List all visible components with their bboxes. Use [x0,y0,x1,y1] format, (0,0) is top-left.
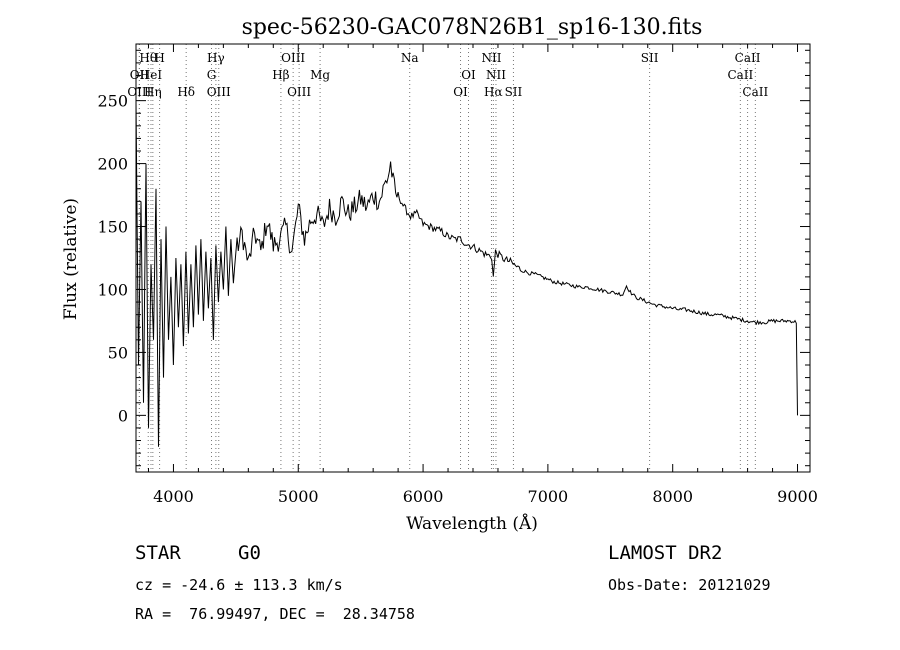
line-label: OI [453,85,468,99]
spectral-line-markers [138,44,756,472]
line-label: Hδ [177,85,195,99]
spectrum-chart: spec-56230-GAC078N26B1_sp16-130.fits HθH… [61,15,818,534]
line-label: NII [481,51,501,65]
line-label: HeI [140,68,163,82]
line-label: SII [641,51,659,65]
line-label: OIII [281,51,305,65]
line-label: CaII [735,51,761,65]
line-label: Hη [144,85,162,99]
line-label: G [207,68,217,82]
survey-name: LAMOST DR2 [608,542,723,564]
object-subclass: G0 [238,542,261,564]
line-label: CaII [742,85,768,99]
line-label: Na [401,51,419,65]
y-axis-label: Flux (relative) [61,198,81,320]
coordinates: RA = 76.99497, DEC = 28.34758 [135,605,415,623]
x-axis-ticks: 4000 5000 6000 7000 8000 9000 [147,44,818,506]
spectrum-series-line [135,100,798,447]
line-label: Hβ [272,68,289,82]
y-tick-label: 50 [108,343,128,362]
line-label: SII [505,85,523,99]
x-tick-label: 4000 [153,487,194,506]
chart-title: spec-56230-GAC078N26B1_sp16-130.fits [242,15,703,40]
redshift-velocity: cz = -24.6 ± 113.3 km/s [135,576,343,594]
x-tick-label: 8000 [652,487,693,506]
x-tick-label: 7000 [528,487,569,506]
line-label: Hγ [207,51,225,65]
y-axis-ticks: 0 50 100 150 200 250 [97,49,810,467]
object-class: STAR [135,542,181,564]
x-tick-label: 6000 [403,487,444,506]
y-tick-label: 100 [97,280,128,299]
observation-date: Obs-Date: 20121029 [608,576,771,594]
y-tick-label: 0 [118,406,128,425]
line-label: CaII [727,68,753,82]
line-label: Mg [310,68,330,82]
y-tick-label: 200 [97,155,128,174]
line-label: Hα [484,85,503,99]
line-label: OIII [287,85,311,99]
x-axis-label: Wavelength (Å) [406,513,538,534]
y-tick-label: 150 [97,218,128,237]
y-tick-label: 250 [97,92,128,111]
x-tick-label: 9000 [777,487,818,506]
line-label: H [154,51,164,65]
line-label: OIII [207,85,231,99]
x-tick-label: 5000 [278,487,319,506]
plot-frame [135,43,811,473]
line-label: OIII [127,85,151,99]
line-label: OI [461,68,476,82]
line-label: Hθ [139,51,157,65]
line-label: NII [486,68,506,82]
